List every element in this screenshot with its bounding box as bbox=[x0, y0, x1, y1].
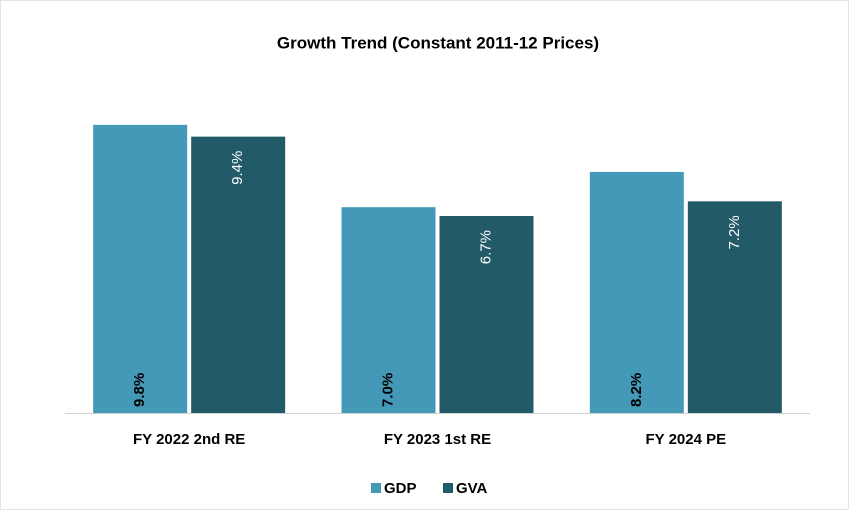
x-tick-label: FY 2022 2nd RE bbox=[133, 431, 245, 448]
bar bbox=[191, 136, 286, 413]
bar bbox=[439, 216, 534, 413]
legend-label: GDP bbox=[384, 480, 417, 497]
x-tick-label: FY 2023 1st RE bbox=[384, 431, 491, 448]
bar bbox=[589, 171, 684, 413]
x-tick-label: FY 2024 PE bbox=[646, 431, 727, 448]
value-label: 9.8% bbox=[131, 373, 148, 407]
value-label: 8.2% bbox=[628, 373, 645, 407]
legend-label: GVA bbox=[456, 480, 488, 497]
chart-title: Growth Trend (Constant 2011-12 Prices) bbox=[277, 33, 599, 52]
value-label: 6.7% bbox=[477, 230, 494, 264]
bar bbox=[687, 201, 782, 413]
value-label: 9.4% bbox=[229, 151, 246, 185]
legend-swatch bbox=[443, 483, 453, 493]
bar bbox=[341, 207, 436, 413]
value-label: 7.2% bbox=[726, 215, 743, 249]
bar bbox=[93, 124, 188, 413]
legend-swatch bbox=[371, 483, 381, 493]
value-label: 7.0% bbox=[379, 373, 396, 407]
